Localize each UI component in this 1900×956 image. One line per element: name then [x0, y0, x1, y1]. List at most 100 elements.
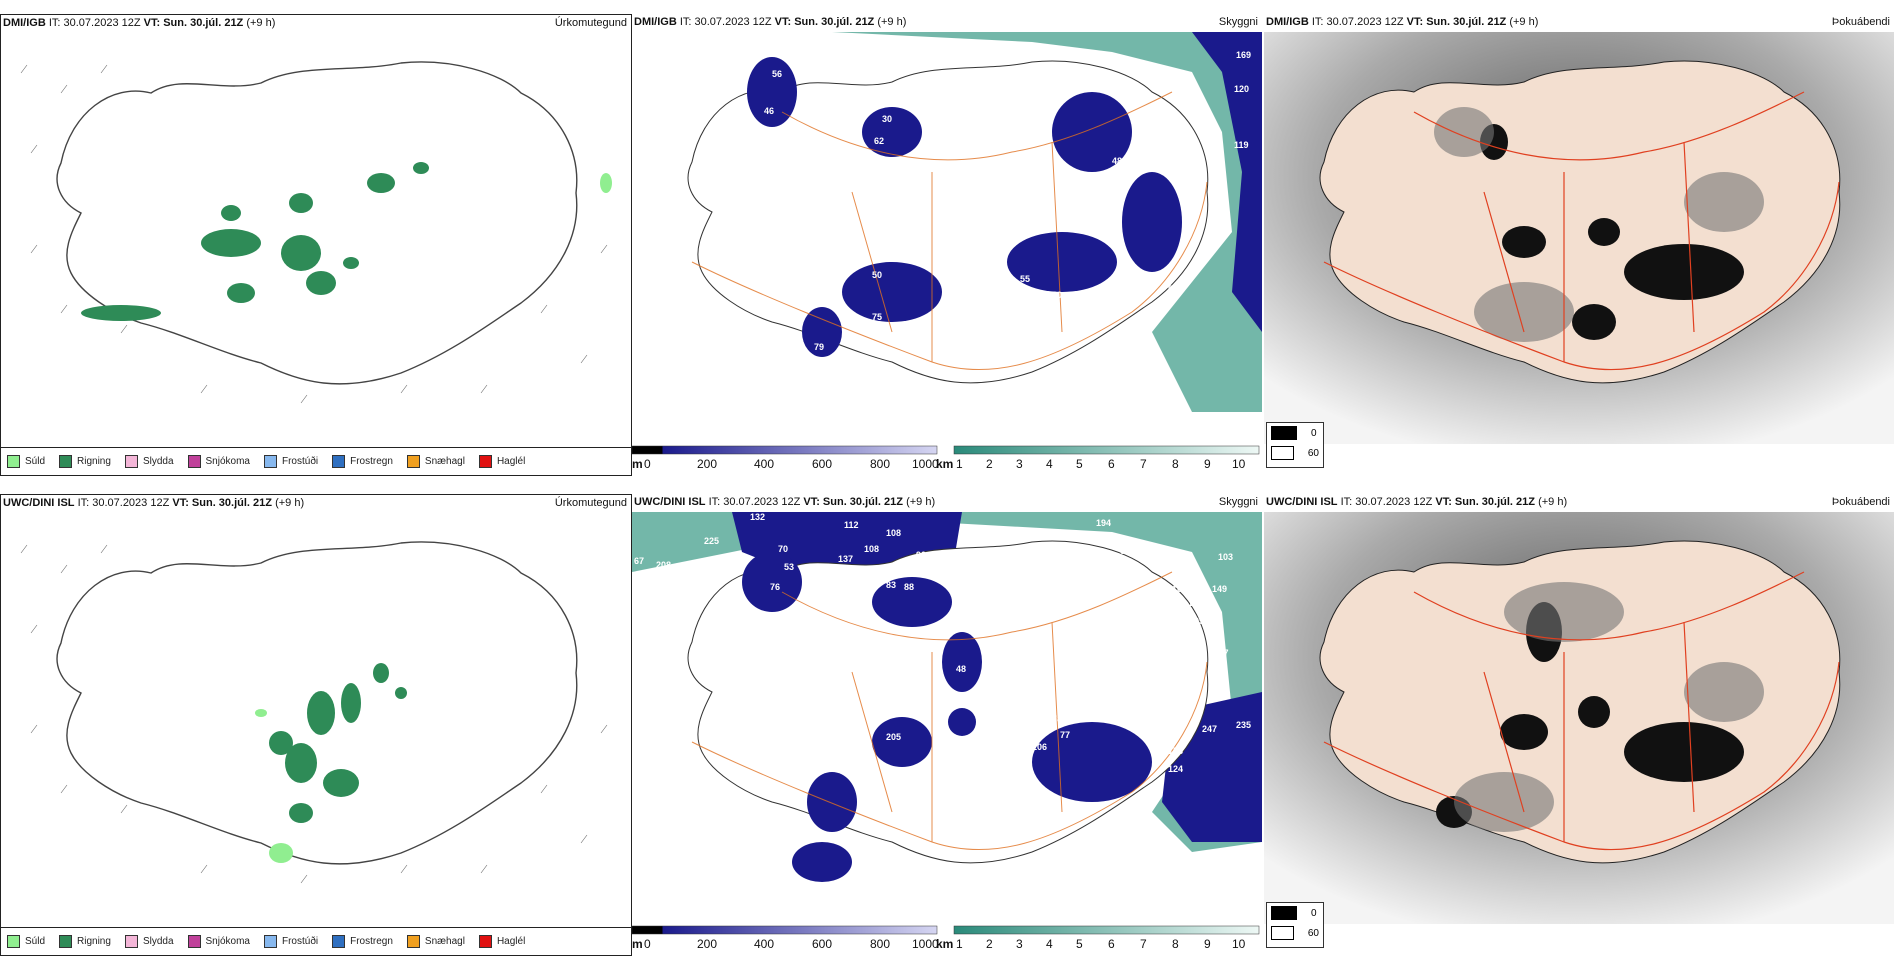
svg-text:149: 149 — [1212, 584, 1227, 594]
roads — [1323, 571, 1840, 851]
svg-text:m: m — [632, 457, 643, 471]
legend-item: Slydda — [124, 935, 174, 948]
svg-text:9: 9 — [1204, 937, 1211, 951]
svg-text:400: 400 — [754, 457, 774, 471]
svg-text:103: 103 — [1188, 598, 1203, 608]
precip-map — [20, 61, 612, 404]
svg-text:68: 68 — [952, 348, 962, 358]
svg-text:51: 51 — [950, 260, 960, 270]
svg-text:79: 79 — [814, 342, 824, 352]
cloud-map: 132 112 108 225 67 208 70 53 76 137 90 1… — [632, 512, 1262, 924]
svg-text:112: 112 — [844, 520, 859, 530]
svg-text:158: 158 — [1168, 746, 1183, 756]
cloud-map: 56 46 53 30 62 75 67 48 61 51 50 55 60 7… — [632, 32, 1262, 444]
svg-text:48: 48 — [1112, 156, 1122, 166]
low-cloud-areas — [747, 57, 1182, 357]
svg-text:60: 60 — [1026, 704, 1036, 714]
init-time: IT: 30.07.2023 12Z — [1340, 496, 1433, 508]
cloud-panel-row2: UWC/DINI ISL IT: 30.07.2023 12Z VT: Sun.… — [632, 494, 1262, 954]
svg-text:67: 67 — [634, 556, 644, 566]
svg-text:101: 101 — [1172, 584, 1187, 594]
valid-time: VT: Sun. 30.júl. 21Z — [172, 497, 272, 509]
svg-text:3: 3 — [1016, 457, 1023, 471]
svg-text:205: 205 — [886, 732, 901, 742]
valid-time: VT: Sun. 30.júl. 21Z — [143, 17, 244, 29]
svg-text:55: 55 — [1020, 274, 1030, 284]
lead-time: (+9 h) — [1538, 496, 1568, 508]
model-source: UWC/DINI ISL — [1266, 496, 1338, 508]
svg-text:43: 43 — [900, 372, 910, 382]
legend-item: Rigning — [59, 935, 111, 948]
svg-text:km: km — [936, 457, 953, 471]
model-source: DMI/IGB — [1266, 16, 1309, 28]
svg-text:48: 48 — [928, 368, 938, 378]
panel-header: DMI/IGB IT: 30.07.2023 12Z VT: Sun. 30.j… — [1, 17, 631, 33]
svg-text:47: 47 — [900, 356, 910, 366]
lead-time: (+9 h) — [275, 497, 305, 509]
roads — [691, 91, 1208, 371]
svg-text:600: 600 — [812, 937, 832, 951]
svg-text:8: 8 — [1172, 937, 1179, 951]
svg-text:235: 235 — [1236, 720, 1251, 730]
svg-text:48: 48 — [956, 664, 966, 674]
svg-text:83: 83 — [886, 580, 896, 590]
legend-item: Snjókoma — [187, 455, 250, 468]
panel-header: DMI/IGB IT: 30.07.2023 12Z VT: Sun. 30.j… — [632, 16, 1262, 32]
svg-text:247: 247 — [1202, 724, 1217, 734]
svg-text:km: km — [936, 937, 953, 951]
rain-areas — [81, 162, 429, 321]
svg-text:137: 137 — [838, 554, 853, 564]
svg-text:62: 62 — [808, 766, 818, 776]
panel-header: UWC/DINI ISL IT: 30.07.2023 12Z VT: Sun.… — [632, 496, 1262, 512]
sea-cloud — [832, 32, 1262, 412]
panel-title: Úrkomutegund — [554, 17, 627, 29]
svg-text:106: 106 — [1032, 742, 1047, 752]
fog-panel-row1: DMI/IGB IT: 30.07.2023 12Z VT: Sun. 30.j… — [1264, 14, 1894, 474]
svg-text:60: 60 — [1052, 290, 1062, 300]
legend-item: Slydda — [124, 455, 174, 468]
svg-text:88: 88 — [904, 582, 914, 592]
svg-text:2: 2 — [986, 937, 993, 951]
init-time: IT: 30.07.2023 12Z — [1311, 16, 1404, 28]
svg-text:10: 10 — [1232, 457, 1246, 471]
svg-text:75: 75 — [872, 312, 882, 322]
svg-text:62: 62 — [874, 136, 884, 146]
svg-text:0: 0 — [644, 457, 651, 471]
svg-text:75: 75 — [792, 174, 802, 184]
fog-scale-row1: 0 60 — [1266, 422, 1324, 468]
svg-text:800: 800 — [870, 457, 890, 471]
svg-text:50: 50 — [942, 398, 952, 408]
svg-text:0: 0 — [644, 937, 651, 951]
svg-text:43: 43 — [860, 796, 870, 806]
lead-time: (+9 h) — [877, 16, 907, 28]
svg-text:112: 112 — [912, 322, 927, 332]
visibility-labels: 132 112 108 225 67 208 70 53 76 137 90 1… — [634, 512, 1251, 806]
svg-text:66: 66 — [1120, 546, 1130, 556]
init-time: IT: 30.07.2023 12Z — [708, 496, 801, 508]
svg-text:92: 92 — [1172, 706, 1182, 716]
legend-item: Frostúði — [263, 455, 318, 468]
svg-text:8: 8 — [1172, 457, 1179, 471]
lead-time: (+9 h) — [246, 17, 276, 29]
legend-item: Súld — [7, 935, 45, 948]
valid-time: VT: Sun. 30.júl. 21Z — [1435, 496, 1535, 508]
legend-item: Haglél — [478, 935, 525, 948]
svg-text:6: 6 — [1108, 937, 1115, 951]
svg-text:132: 132 — [750, 512, 765, 522]
svg-text:57: 57 — [1168, 284, 1178, 294]
fog-map — [1264, 32, 1894, 444]
legend-item: Rigning — [59, 455, 111, 468]
svg-text:200: 200 — [697, 937, 717, 951]
legend-item: Frostúði — [263, 935, 318, 948]
svg-text:30: 30 — [882, 114, 892, 124]
svg-text:208: 208 — [656, 560, 671, 570]
drizzle-area — [600, 173, 612, 193]
legend-item: Snæhagl — [406, 455, 465, 468]
model-source: DMI/IGB — [634, 16, 677, 28]
svg-text:90: 90 — [916, 550, 926, 560]
model-source: UWC/DINI ISL — [634, 496, 706, 508]
svg-text:7: 7 — [1140, 937, 1147, 951]
svg-text:5: 5 — [1076, 937, 1083, 951]
visibility-labels: 56 46 53 30 62 75 67 48 61 51 50 55 60 7… — [764, 50, 1251, 408]
svg-text:5: 5 — [1076, 457, 1083, 471]
